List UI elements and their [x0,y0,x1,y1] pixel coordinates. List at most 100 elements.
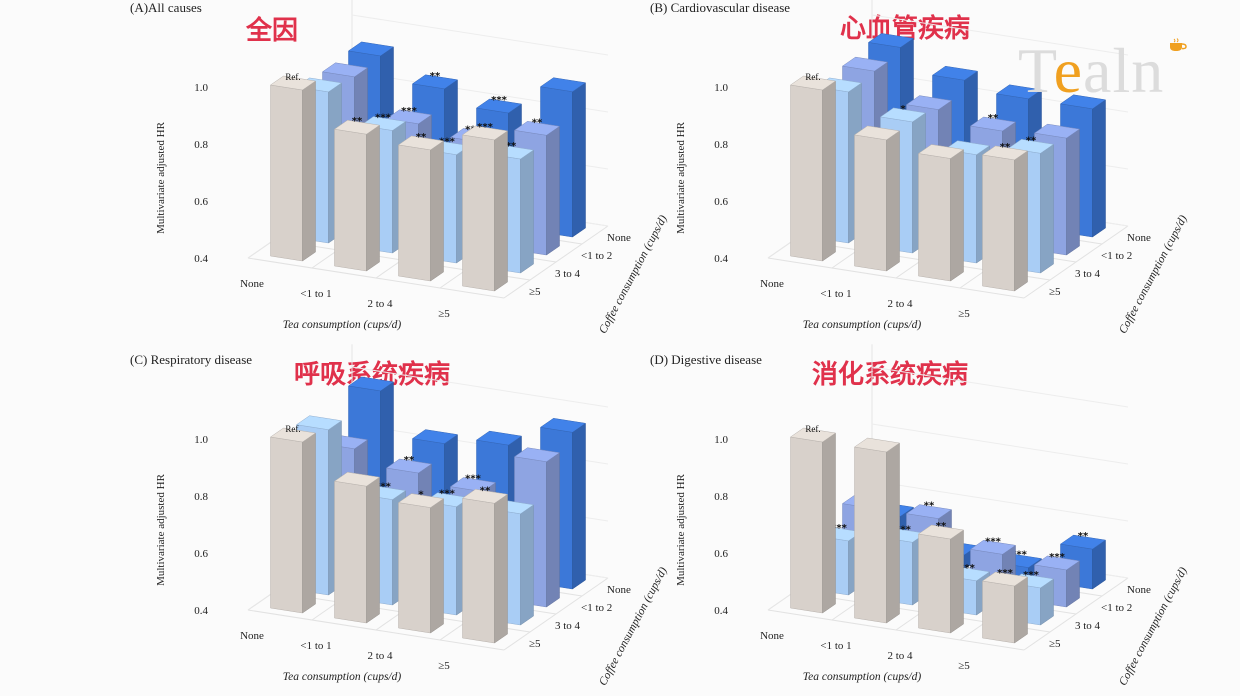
bar-front-face [334,128,367,272]
y-tick-label: 0.6 [714,548,728,560]
bar: ** [333,116,381,272]
y-tick-label: 0.8 [714,491,728,503]
significance-label: ** [430,71,441,82]
y-tick-label: 0.4 [194,253,208,265]
wall-gridline [871,14,1129,56]
bar-top-face [397,135,445,151]
significance-label: *** [1049,552,1065,563]
tea-category-label: <1 to 1 [820,640,851,652]
bar [333,471,381,624]
bar-top-face [411,429,459,444]
coffee-category-label: 3 to 4 [555,268,581,280]
y-axis-label: Multivariate adjusted HR [155,473,167,585]
bar-side-face [950,529,964,634]
bar-front-face [398,144,431,282]
y-axis-label: Multivariate adjusted HR [675,473,687,585]
bar [853,125,901,272]
bar: * [397,490,445,634]
significance-label: *** [895,524,911,535]
significance-label: *** [375,112,391,123]
significance-label: ** [924,501,935,512]
significance-label: *** [375,482,391,493]
bar-top-face [411,74,459,90]
tea-category-label: 2 to 4 [887,298,913,310]
tea-category-label: None [760,278,784,290]
bar: Ref. [269,72,317,262]
significance-label: ** [416,132,427,143]
panel-d: (D) Digestive disease 消化系统疾病 0.4 0.6 0.8 1.… [530,344,1190,692]
significance-label: *** [959,563,975,574]
bar-side-face [430,498,444,634]
bar-front-face [918,153,951,282]
bar-top-face [969,540,1017,555]
significance-label: ** [1026,135,1037,146]
significance-label: *** [401,106,417,117]
bar-front-face [398,502,431,634]
tea-category-label: 2 to 4 [887,650,913,662]
panel-c: (C) Respiratory disease 呼吸系统疾病 0.4 0.6 0.8… [10,344,670,692]
tea-category-label: <1 to 1 [300,640,331,652]
y-tick-label: 1.0 [714,434,728,446]
bar-top-face [269,75,317,91]
bar [917,144,965,282]
bar-top-face [1033,555,1081,571]
coffee-category-label: <1 to 2 [1101,602,1132,614]
bar-top-face [321,62,369,78]
coffee-category-label: <1 to 2 [581,602,612,614]
tea-category-label: ≥5 [438,308,450,320]
gridline [1023,577,1129,651]
ref-label: Ref. [285,72,300,82]
panel-title-cn: 全因 [246,16,299,46]
bar-side-face [302,80,316,262]
tea-category-label: 2 to 4 [367,650,393,662]
coffee-category-label: None [1127,584,1151,596]
significance-label: *** [985,536,1001,547]
significance-label: ** [1078,531,1089,542]
y-axis-label: Multivariate adjusted HR [155,121,167,233]
tea-category-label: <1 to 1 [300,288,331,300]
teacup-icon [1170,38,1187,51]
bar-side-face [886,130,900,272]
bar-side-face [822,80,836,262]
y-axis-label: Multivariate adjusted HR [675,121,687,233]
bar-front-face [854,134,887,272]
bar-top-face [397,493,445,508]
coffee-category-label: ≥5 [529,286,541,298]
significance-label: ** [404,455,415,466]
bar: Ref. [789,72,837,262]
tea-category-label: ≥5 [438,660,450,672]
bar-top-face [333,471,381,487]
bar-top-face [789,427,837,443]
bar-top-face [539,77,587,92]
significance-label: *** [997,568,1013,579]
significance-label: *** [491,95,507,106]
bar-top-face [905,95,953,110]
bar-top-face [347,41,395,57]
panel-title: (D) Digestive disease [650,352,762,367]
coffee-category-label: ≥5 [1049,286,1061,298]
bar-top-face [385,458,433,474]
coffee-category-label: 3 to 4 [555,620,581,632]
coffee-category-label: ≥5 [1049,638,1061,650]
bar-top-face [1033,123,1081,139]
bar: Ref. [269,424,317,614]
coffee-category-label: <1 to 2 [1101,250,1132,262]
bar-top-face [295,415,343,430]
x-axis-label: Tea consumption (cups/d) [283,671,402,683]
bar-side-face [366,124,380,272]
bar-top-face [879,107,927,123]
bar-top-face [1059,94,1107,110]
y-tick-label: 0.6 [714,196,728,208]
tea-category-label: <1 to 1 [820,288,851,300]
significance-label: *** [439,137,455,148]
gridline [503,577,609,651]
significance-label: ** [480,485,491,496]
logo-letter-e: e [1053,35,1084,106]
bar-front-face [462,498,495,644]
wall-gridline [351,366,609,408]
significance-label: ** [936,521,947,532]
significance-label: ** [532,117,543,128]
bar-side-face [430,140,444,282]
